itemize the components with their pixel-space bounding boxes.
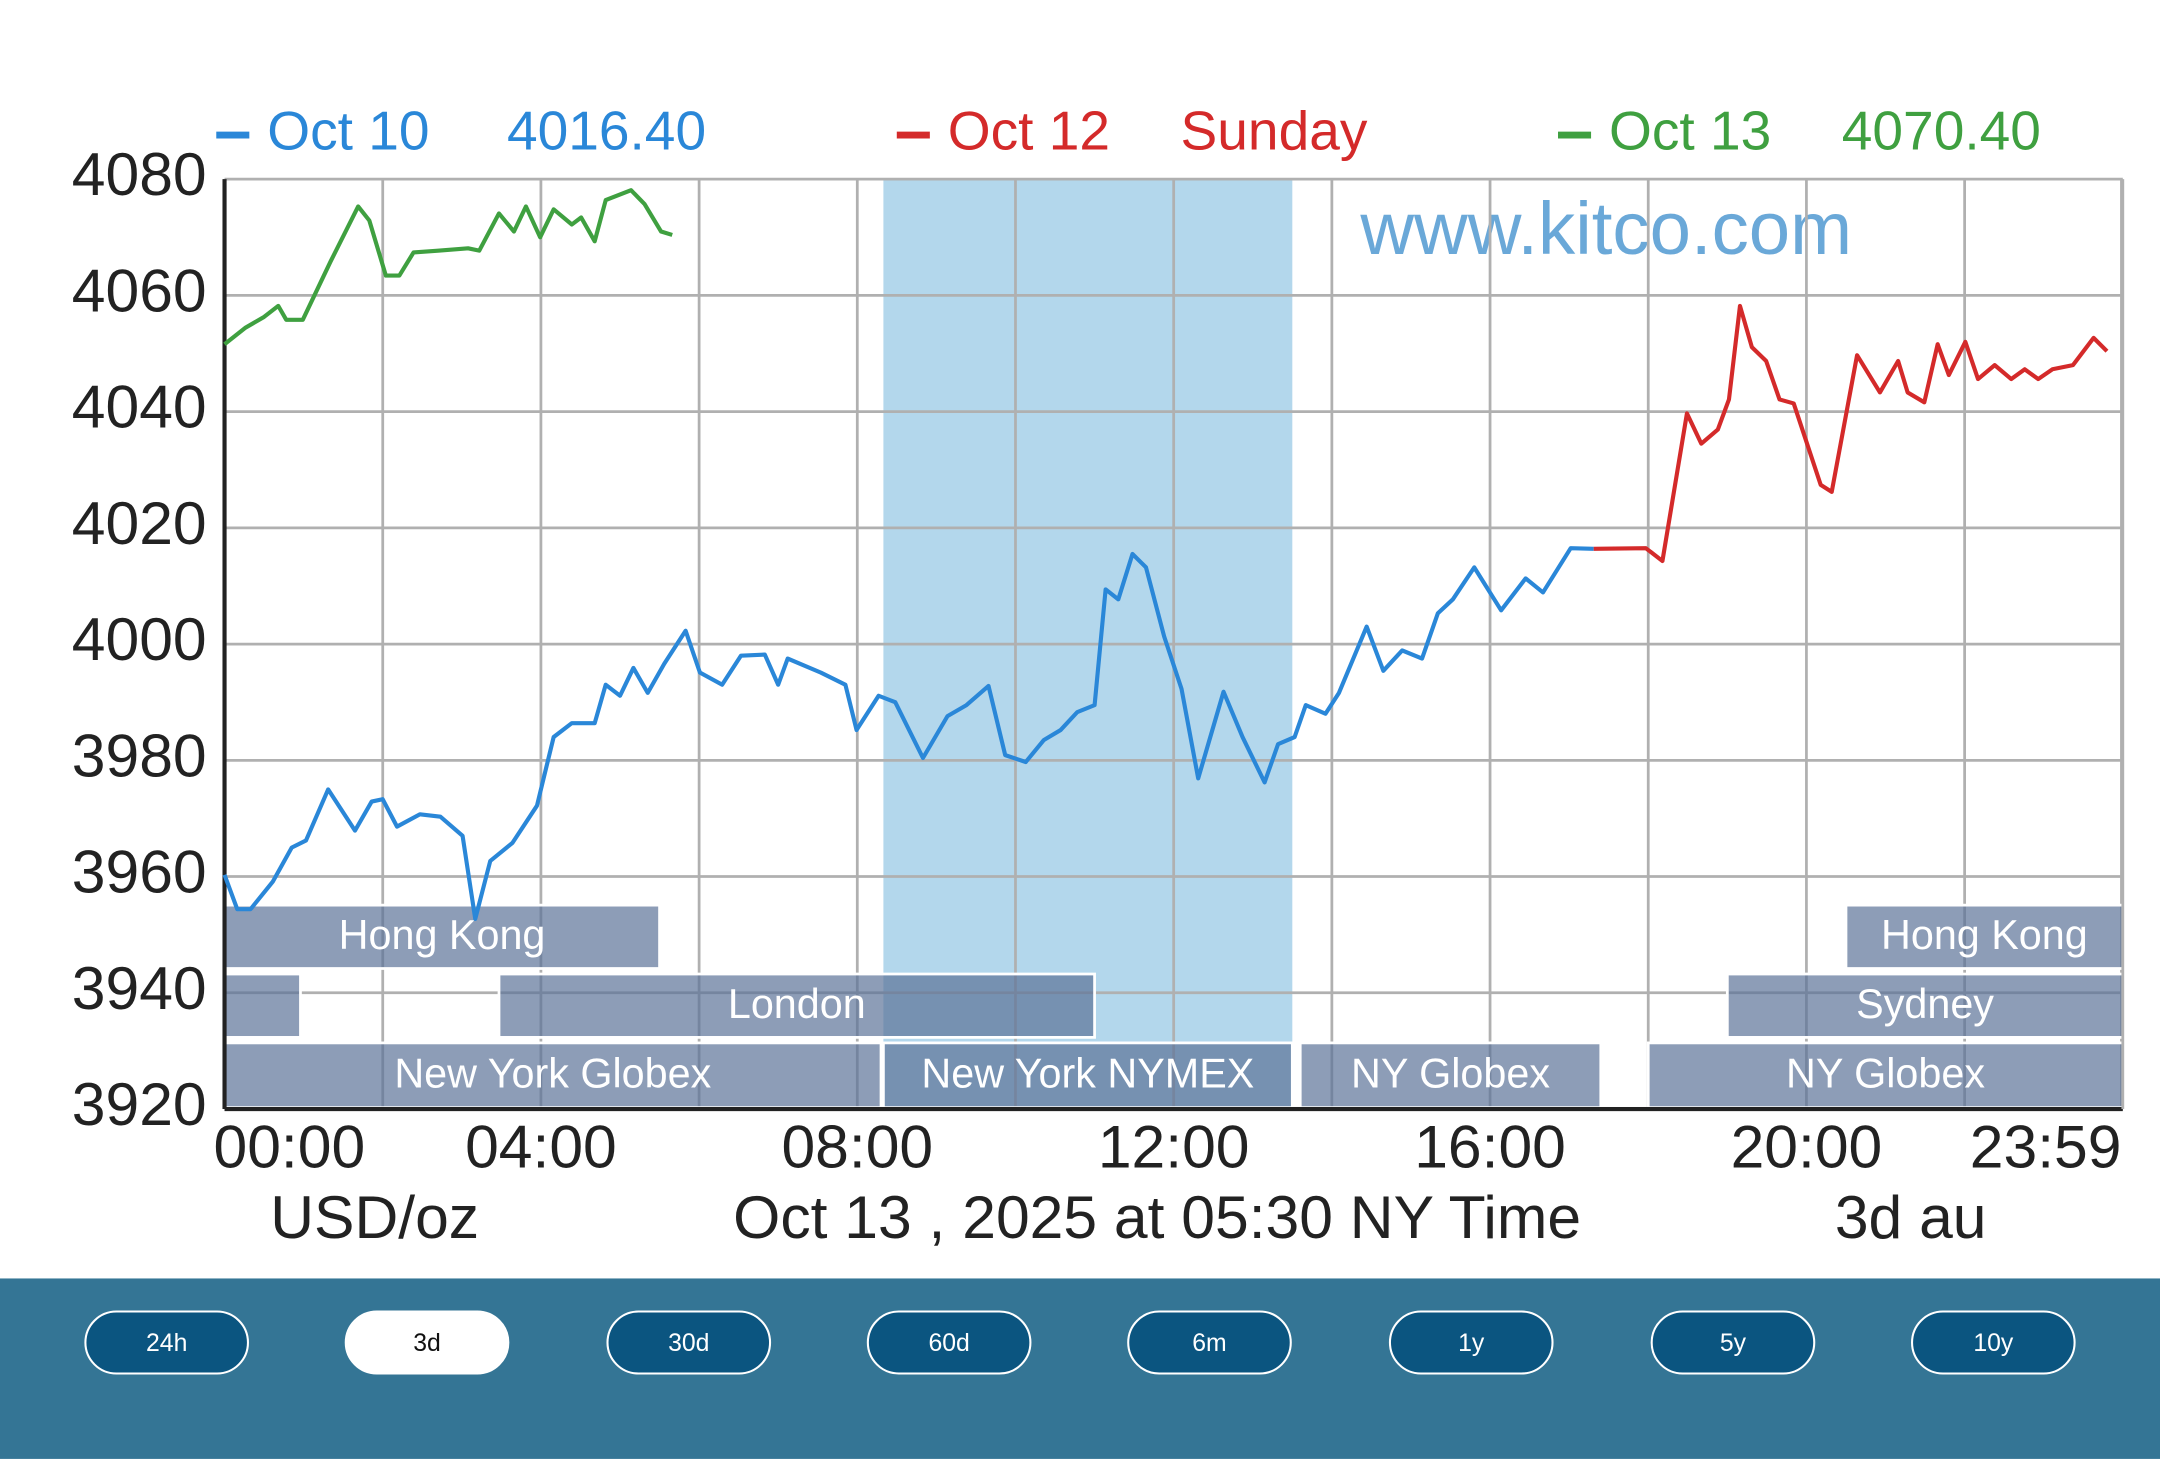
x-tick-label: 12:00 <box>1098 1113 1250 1181</box>
y-tick-label: 3920 <box>72 1070 207 1138</box>
price-line <box>1593 303 2109 564</box>
unit-label: USD/oz <box>270 1183 479 1251</box>
x-tick-label: 04:00 <box>465 1113 617 1181</box>
y-tick-label: 4040 <box>72 373 207 441</box>
session-band <box>223 903 661 970</box>
session-label: Hong Kong <box>339 912 546 958</box>
legend-value: 4070.40 <box>1842 100 2041 162</box>
range-button-label[interactable]: 60d <box>928 1330 969 1357</box>
y-tick-label: 3980 <box>72 721 207 789</box>
y-tick-label: 4000 <box>72 605 207 673</box>
session-label: Sydney <box>1856 981 1994 1027</box>
session-band <box>1725 972 2125 1039</box>
y-tick-label: 4020 <box>72 489 207 557</box>
range-button[interactable] <box>1911 1310 2076 1375</box>
session-label: London <box>728 981 866 1027</box>
range-bar <box>0 1278 2160 1459</box>
timestamp: Oct 13 , 2025 at 05:30 NY Time <box>733 1183 1581 1251</box>
legend-name: Oct 12 <box>948 100 1110 162</box>
legend-value: 4016.40 <box>507 100 706 162</box>
session-band <box>497 972 1096 1039</box>
range-button-label[interactable]: 6m <box>1192 1330 1226 1357</box>
watermark: www.kitco.com <box>1359 187 1852 270</box>
y-tick-label: 4080 <box>72 140 207 208</box>
range-button[interactable] <box>84 1310 249 1375</box>
x-tick-label: 08:00 <box>781 1113 933 1181</box>
session-band <box>1298 1041 1603 1110</box>
range-button[interactable] <box>606 1310 772 1375</box>
price-line <box>223 188 673 346</box>
range-button-label[interactable]: 24h <box>146 1330 187 1357</box>
range-button-label[interactable]: 5y <box>1720 1330 1747 1357</box>
y-tick-label: 3960 <box>72 838 207 906</box>
range-button[interactable] <box>1127 1310 1292 1375</box>
x-tick-label: 00:00 <box>214 1113 366 1181</box>
range-button[interactable] <box>344 1310 510 1375</box>
period-label: 3d au <box>1835 1183 1987 1251</box>
y-tick-label: 3940 <box>72 954 207 1022</box>
x-tick-label: 23:59 <box>1970 1113 2122 1181</box>
x-tick-label: 20:00 <box>1731 1113 1883 1181</box>
session-label: New York NYMEX <box>921 1051 1254 1097</box>
range-button-label[interactable]: 30d <box>668 1330 709 1357</box>
x-tick-label: 16:00 <box>1414 1113 1566 1181</box>
range-button-label[interactable]: 10y <box>1973 1330 2014 1357</box>
session-label: NY Globex <box>1786 1051 1985 1097</box>
session-label: New York Globex <box>394 1051 711 1097</box>
range-button[interactable] <box>1650 1310 1816 1375</box>
legend-name: Oct 13 <box>1609 100 1771 162</box>
range-button-label[interactable]: 1y <box>1458 1330 1485 1357</box>
session-band <box>223 972 302 1039</box>
session-label: Hong Kong <box>1881 912 2088 958</box>
legend-value: Sunday <box>1181 100 1368 162</box>
range-button-label[interactable]: 3d <box>413 1330 441 1357</box>
price-line <box>222 546 1594 921</box>
range-button[interactable] <box>866 1310 1032 1375</box>
range-button[interactable] <box>1388 1310 1554 1375</box>
session-band <box>1646 1041 2125 1110</box>
session-label: NY Globex <box>1351 1051 1550 1097</box>
y-tick-label: 4060 <box>72 256 207 324</box>
legend-name: Oct 10 <box>267 100 429 162</box>
